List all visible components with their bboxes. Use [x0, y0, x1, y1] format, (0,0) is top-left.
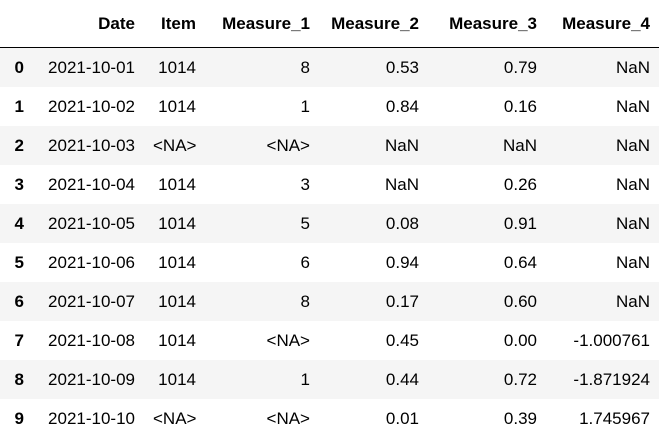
- table-row: 4 2021-10-05 1014 5 0.08 0.91 NaN: [0, 204, 659, 243]
- table-cell-measure_4: NaN: [615, 214, 650, 233]
- table-cell-measure_4: NaN: [615, 136, 650, 155]
- table-cell-date: 2021-10-09: [48, 370, 135, 389]
- table-cell-measure_3: 0.79: [503, 58, 537, 77]
- table-cell-measure_3: 0.72: [503, 370, 537, 389]
- table-cell-measure_3: 0.16: [503, 97, 537, 116]
- row-index: 3: [14, 175, 24, 194]
- table-row: 6 2021-10-07 1014 8 0.17 0.60 NaN: [0, 282, 659, 321]
- table-cell-measure_4: NaN: [615, 58, 650, 77]
- table-cell-date: 2021-10-07: [48, 292, 135, 311]
- column-header-date: Date: [33, 0, 144, 48]
- table-cell-date: 2021-10-02: [48, 97, 135, 116]
- row-index: 5: [14, 253, 24, 272]
- table-cell-measure_4: NaN: [615, 97, 650, 116]
- table-body: 0 2021-10-01 1014 8 0.53 0.79 NaN 1 2021-10-02 10…: [0, 47, 659, 438]
- row-index: 9: [14, 409, 24, 428]
- table-row: 3 2021-10-04 1014 3 NaN 0.26 NaN: [0, 165, 659, 204]
- header-row: Date Item Measure_1 Measure_2 Measure_3 …: [0, 0, 659, 48]
- table-cell-measure_1: 1: [300, 97, 310, 116]
- table-cell-measure_1: <NA>: [266, 331, 310, 350]
- table-cell-item: 1014: [158, 370, 196, 389]
- table-cell-measure_2: 0.01: [385, 409, 419, 428]
- table-cell-measure_4: NaN: [615, 253, 650, 272]
- table-row: 1 2021-10-02 1014 1 0.84 0.16 NaN: [0, 87, 659, 126]
- row-index: 1: [14, 97, 24, 116]
- table-cell-measure_2: 0.44: [385, 370, 419, 389]
- table-cell-measure_2: 0.53: [385, 58, 419, 77]
- table-cell-measure_1: 8: [300, 58, 310, 77]
- table-cell-measure_1: 6: [300, 253, 310, 272]
- table-cell-item: 1014: [158, 175, 196, 194]
- table-cell-measure_3: 0.64: [503, 253, 537, 272]
- table-cell-measure_3: NaN: [502, 136, 537, 155]
- table-cell-measure_2: 0.45: [385, 331, 419, 350]
- row-index: 8: [14, 370, 24, 389]
- table-cell-date: 2021-10-01: [48, 58, 135, 77]
- table-cell-date: 2021-10-04: [48, 175, 135, 194]
- table-cell-measure_3: 0.00: [503, 331, 537, 350]
- table-cell-date: 2021-10-10: [48, 409, 135, 428]
- table-cell-date: 2021-10-03: [48, 136, 135, 155]
- column-header-item: Item: [144, 0, 205, 48]
- table-cell-measure_2: 0.08: [385, 214, 419, 233]
- table-cell-item: 1014: [158, 214, 196, 233]
- table-cell-item: 1014: [158, 253, 196, 272]
- column-header-measure-2: Measure_2: [319, 0, 428, 48]
- index-column-header: [0, 0, 33, 48]
- table-row: 9 2021-10-10 <NA> <NA> 0.01 0.39 1.745967: [0, 399, 659, 438]
- table-row: 0 2021-10-01 1014 8 0.53 0.79 NaN: [0, 47, 659, 87]
- table-cell-measure_1: 1: [300, 370, 310, 389]
- table-cell-item: <NA>: [153, 409, 197, 428]
- table-cell-date: 2021-10-08: [48, 331, 135, 350]
- table-cell-measure_2: NaN: [384, 175, 419, 194]
- table-cell-measure_2: 0.94: [385, 253, 419, 272]
- table-cell-measure_3: 0.39: [503, 409, 537, 428]
- table-cell-measure_1: 8: [300, 292, 310, 311]
- table-cell-measure_3: 0.60: [503, 292, 537, 311]
- table-cell-measure_1: <NA>: [266, 409, 310, 428]
- table-cell-measure_4: NaN: [615, 175, 650, 194]
- column-header-measure-4: Measure_4: [546, 0, 659, 48]
- row-index: 2: [14, 136, 24, 155]
- table-cell-item: 1014: [158, 331, 196, 350]
- table-cell-measure_2: 0.84: [385, 97, 419, 116]
- table-row: 5 2021-10-06 1014 6 0.94 0.64 NaN: [0, 243, 659, 282]
- table-cell-item: 1014: [158, 97, 196, 116]
- table-cell-measure_2: 0.17: [385, 292, 419, 311]
- row-index: 0: [14, 58, 24, 77]
- table-cell-measure_4: -1.000761: [573, 331, 650, 350]
- table-cell-item: 1014: [158, 292, 196, 311]
- table-cell-measure_4: NaN: [615, 292, 650, 311]
- column-header-measure-1: Measure_1: [205, 0, 319, 48]
- table-row: 7 2021-10-08 1014 <NA> 0.45 0.00 -1.000761: [0, 321, 659, 360]
- table-row: 2 2021-10-03 <NA> <NA> NaN NaN NaN: [0, 126, 659, 165]
- table-header: Date Item Measure_1 Measure_2 Measure_3 …: [0, 0, 659, 48]
- table-cell-measure_4: 1.745967: [579, 409, 650, 428]
- table-cell-measure_1: 3: [300, 175, 310, 194]
- table-cell-measure_1: <NA>: [266, 136, 310, 155]
- table-cell-item: 1014: [158, 58, 196, 77]
- row-index: 7: [14, 331, 24, 350]
- table-cell-measure_4: -1.871924: [573, 370, 650, 389]
- table-cell-measure_3: 0.91: [503, 214, 537, 233]
- table-cell-measure_1: 5: [300, 214, 310, 233]
- row-index: 6: [14, 292, 24, 311]
- table-cell-measure_2: NaN: [384, 136, 419, 155]
- table-cell-date: 2021-10-05: [48, 214, 135, 233]
- table-cell-item: <NA>: [153, 136, 197, 155]
- table-row: 8 2021-10-09 1014 1 0.44 0.72 -1.871924: [0, 360, 659, 399]
- column-header-measure-3: Measure_3: [428, 0, 546, 48]
- row-index: 4: [14, 214, 24, 233]
- table-cell-date: 2021-10-06: [48, 253, 135, 272]
- table-cell-measure_3: 0.26: [503, 175, 537, 194]
